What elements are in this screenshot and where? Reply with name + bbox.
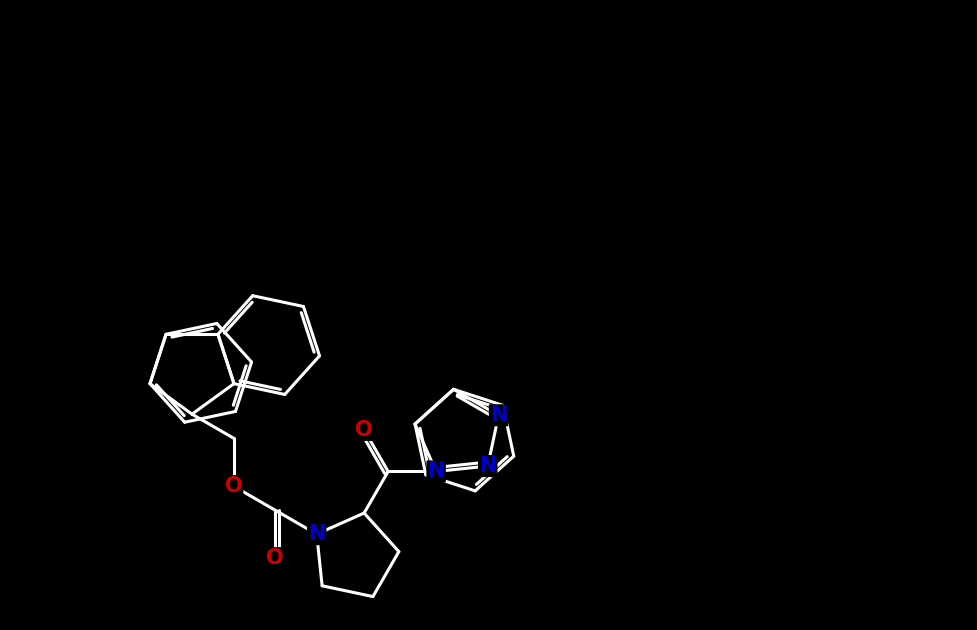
Text: N: N: [479, 456, 496, 476]
Text: N: N: [427, 462, 445, 481]
Text: N: N: [489, 405, 507, 425]
Text: O: O: [225, 476, 242, 496]
Text: O: O: [355, 420, 372, 440]
Text: N: N: [308, 524, 325, 544]
Text: O: O: [266, 548, 283, 568]
